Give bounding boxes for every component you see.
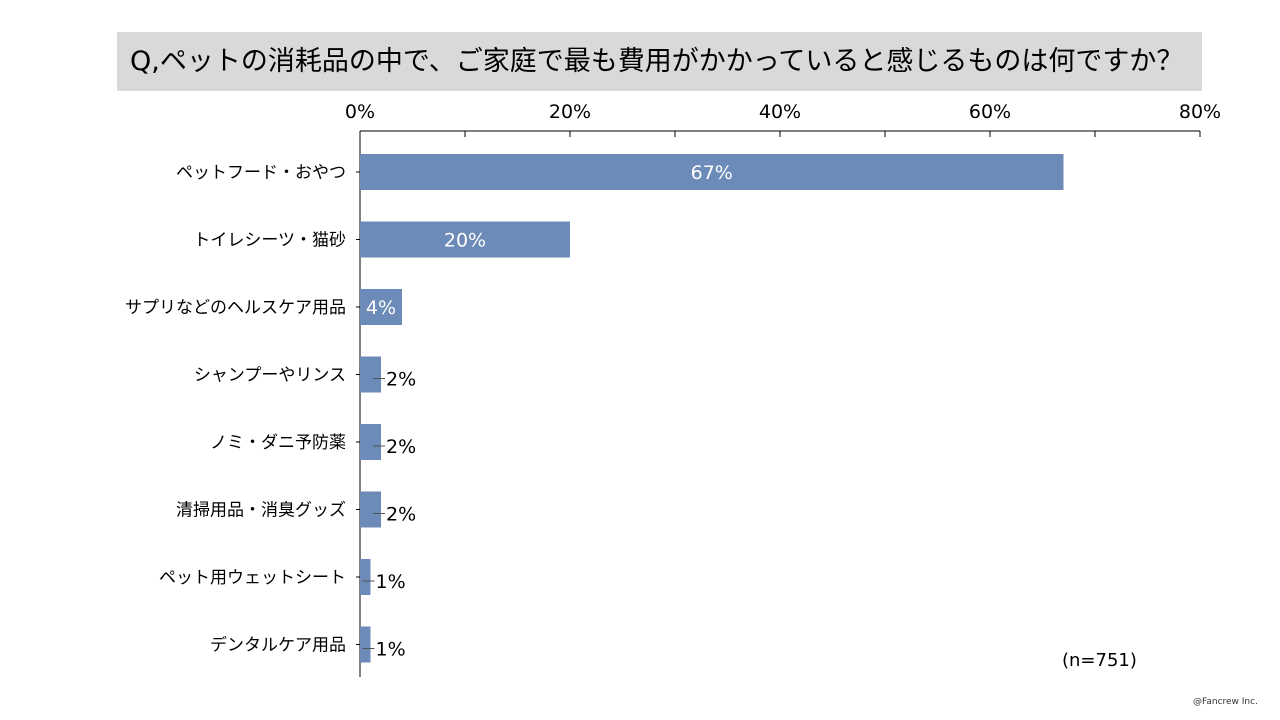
category-label: ノミ・ダニ予防薬 (210, 433, 346, 453)
value-label: 20% (444, 230, 486, 252)
category-label: ペットフード・おやつ (176, 163, 346, 183)
category-label: デンタルケア用品 (210, 635, 346, 656)
bar-layer (360, 154, 1064, 663)
bar (360, 424, 381, 460)
category-label: ペット用ウェットシート (159, 568, 346, 588)
label-layer: ペットフード・おやつ 67% トイレシーツ・猫砂 20% サプリなどのヘルスケア用品 4%… (125, 162, 733, 661)
x-tick-label: 80% (1179, 101, 1221, 123)
sample-size-note: (n=751) (1062, 650, 1137, 671)
bar (360, 289, 402, 325)
category-label: サプリなどのヘルスケア用品 (125, 298, 346, 318)
category-label: 清掃用品・消臭グッズ (176, 501, 346, 521)
title-band: Q,ペットの消耗品の中で、ご家庭で最も費用がかかっていると感じるものは何ですか？ (117, 32, 1202, 91)
value-label: 67% (691, 162, 733, 184)
bar (360, 221, 570, 258)
bar (360, 559, 371, 595)
copyright-text: @Fancrew Inc. (1193, 697, 1258, 707)
bar (360, 626, 371, 663)
axis-layer: 0% 20% 40% 60% 80% (345, 101, 1221, 677)
bar (360, 154, 1064, 190)
value-label: 1% (376, 571, 406, 593)
x-tick-label: 0% (345, 101, 375, 123)
chart-title: Q,ペットの消耗品の中で、ご家庭で最も費用がかかっていると感じるものは何ですか？ (130, 46, 1184, 77)
value-label: 2% (386, 504, 416, 526)
value-label: 2% (386, 369, 416, 391)
category-label: トイレシーツ・猫砂 (193, 231, 346, 251)
value-label: 1% (376, 639, 406, 661)
value-label: 4% (366, 297, 396, 319)
category-label: シャンプーやリンス (194, 366, 346, 386)
x-tick-label: 20% (549, 101, 591, 123)
bar (360, 356, 381, 393)
x-tick-label: 40% (759, 101, 801, 123)
value-label: 2% (386, 436, 416, 458)
x-tick-label: 60% (969, 101, 1011, 123)
bar (360, 491, 381, 528)
